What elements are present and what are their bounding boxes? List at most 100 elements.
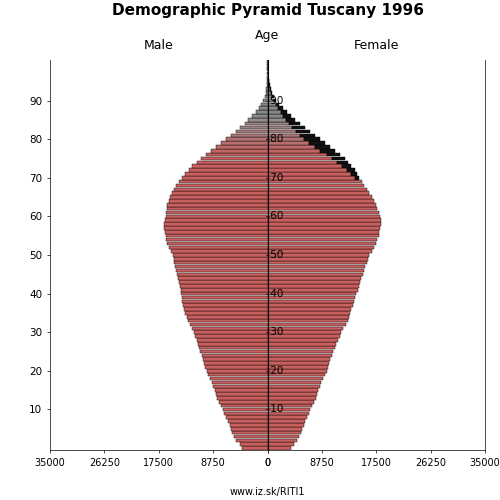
Bar	[168, 203, 268, 206]
Bar	[268, 84, 269, 87]
Bar	[268, 288, 358, 292]
Text: 50: 50	[268, 250, 284, 260]
Bar	[268, 138, 304, 141]
Bar	[212, 380, 268, 384]
Bar	[206, 369, 268, 372]
Bar	[216, 145, 268, 148]
Bar	[268, 188, 367, 191]
Bar	[196, 338, 268, 342]
Bar	[214, 384, 268, 388]
Bar	[268, 408, 310, 411]
Bar	[231, 427, 268, 430]
Bar	[203, 358, 268, 361]
Bar	[268, 122, 288, 126]
Bar	[221, 404, 268, 407]
Bar	[175, 265, 268, 268]
Bar	[267, 84, 268, 87]
Bar	[268, 442, 293, 446]
Bar	[180, 280, 268, 284]
Bar	[166, 210, 268, 214]
Bar	[268, 311, 350, 314]
Bar	[176, 184, 268, 188]
Bar	[268, 400, 314, 404]
Bar	[206, 365, 268, 369]
Bar	[332, 156, 344, 160]
Bar	[182, 296, 268, 300]
Bar	[268, 388, 318, 392]
Bar	[268, 99, 274, 102]
Bar	[268, 346, 334, 350]
Bar	[268, 416, 308, 419]
Bar	[165, 230, 268, 234]
Text: Male: Male	[144, 39, 174, 52]
Text: 60: 60	[268, 212, 284, 222]
Bar	[288, 122, 300, 126]
Bar	[178, 180, 268, 184]
Bar	[178, 276, 268, 280]
Bar	[180, 284, 268, 288]
Bar	[182, 300, 268, 303]
Bar	[183, 304, 268, 307]
Bar	[165, 218, 268, 222]
Bar	[268, 434, 299, 438]
Bar	[223, 408, 268, 411]
Bar	[185, 172, 268, 176]
Bar	[268, 230, 380, 234]
Bar	[268, 319, 347, 322]
Bar	[296, 130, 310, 133]
Bar	[167, 207, 268, 210]
Bar	[280, 110, 287, 114]
Bar	[176, 268, 268, 272]
Bar	[170, 196, 268, 199]
Bar	[268, 164, 342, 168]
Bar	[266, 91, 268, 94]
Bar	[266, 87, 268, 90]
Bar	[268, 196, 372, 199]
Bar	[268, 373, 324, 376]
Bar	[192, 326, 268, 330]
Bar	[268, 203, 376, 206]
Bar	[206, 153, 268, 156]
Bar	[314, 145, 330, 148]
Bar	[198, 342, 268, 345]
Bar	[208, 373, 268, 376]
Text: 30: 30	[268, 327, 284, 337]
Bar	[173, 253, 268, 257]
Bar	[180, 288, 268, 292]
Bar	[268, 280, 360, 284]
Bar	[268, 322, 346, 326]
Bar	[226, 416, 268, 419]
Bar	[268, 296, 355, 300]
Text: 90: 90	[268, 96, 284, 106]
Bar	[186, 311, 268, 314]
Text: 70: 70	[268, 173, 284, 183]
Bar	[347, 168, 354, 172]
Bar	[300, 134, 316, 137]
Bar	[268, 412, 309, 415]
Bar	[268, 172, 351, 176]
Bar	[268, 377, 323, 380]
Bar	[286, 118, 296, 122]
Bar	[268, 338, 338, 342]
Bar	[174, 257, 268, 260]
Bar	[268, 114, 283, 118]
Bar	[194, 330, 268, 334]
Bar	[210, 377, 268, 380]
Bar	[248, 118, 268, 122]
Bar	[263, 99, 268, 102]
Text: 40: 40	[268, 288, 284, 298]
Bar	[283, 114, 291, 118]
Bar	[268, 284, 359, 288]
Bar	[268, 257, 368, 260]
Bar	[268, 431, 301, 434]
Bar	[268, 210, 378, 214]
Bar	[184, 308, 268, 311]
Bar	[268, 384, 320, 388]
Bar	[202, 354, 268, 357]
Bar	[268, 253, 370, 257]
Bar	[271, 91, 272, 94]
Bar	[268, 315, 349, 318]
Bar	[182, 176, 268, 180]
Bar	[268, 330, 342, 334]
Bar	[278, 106, 283, 110]
